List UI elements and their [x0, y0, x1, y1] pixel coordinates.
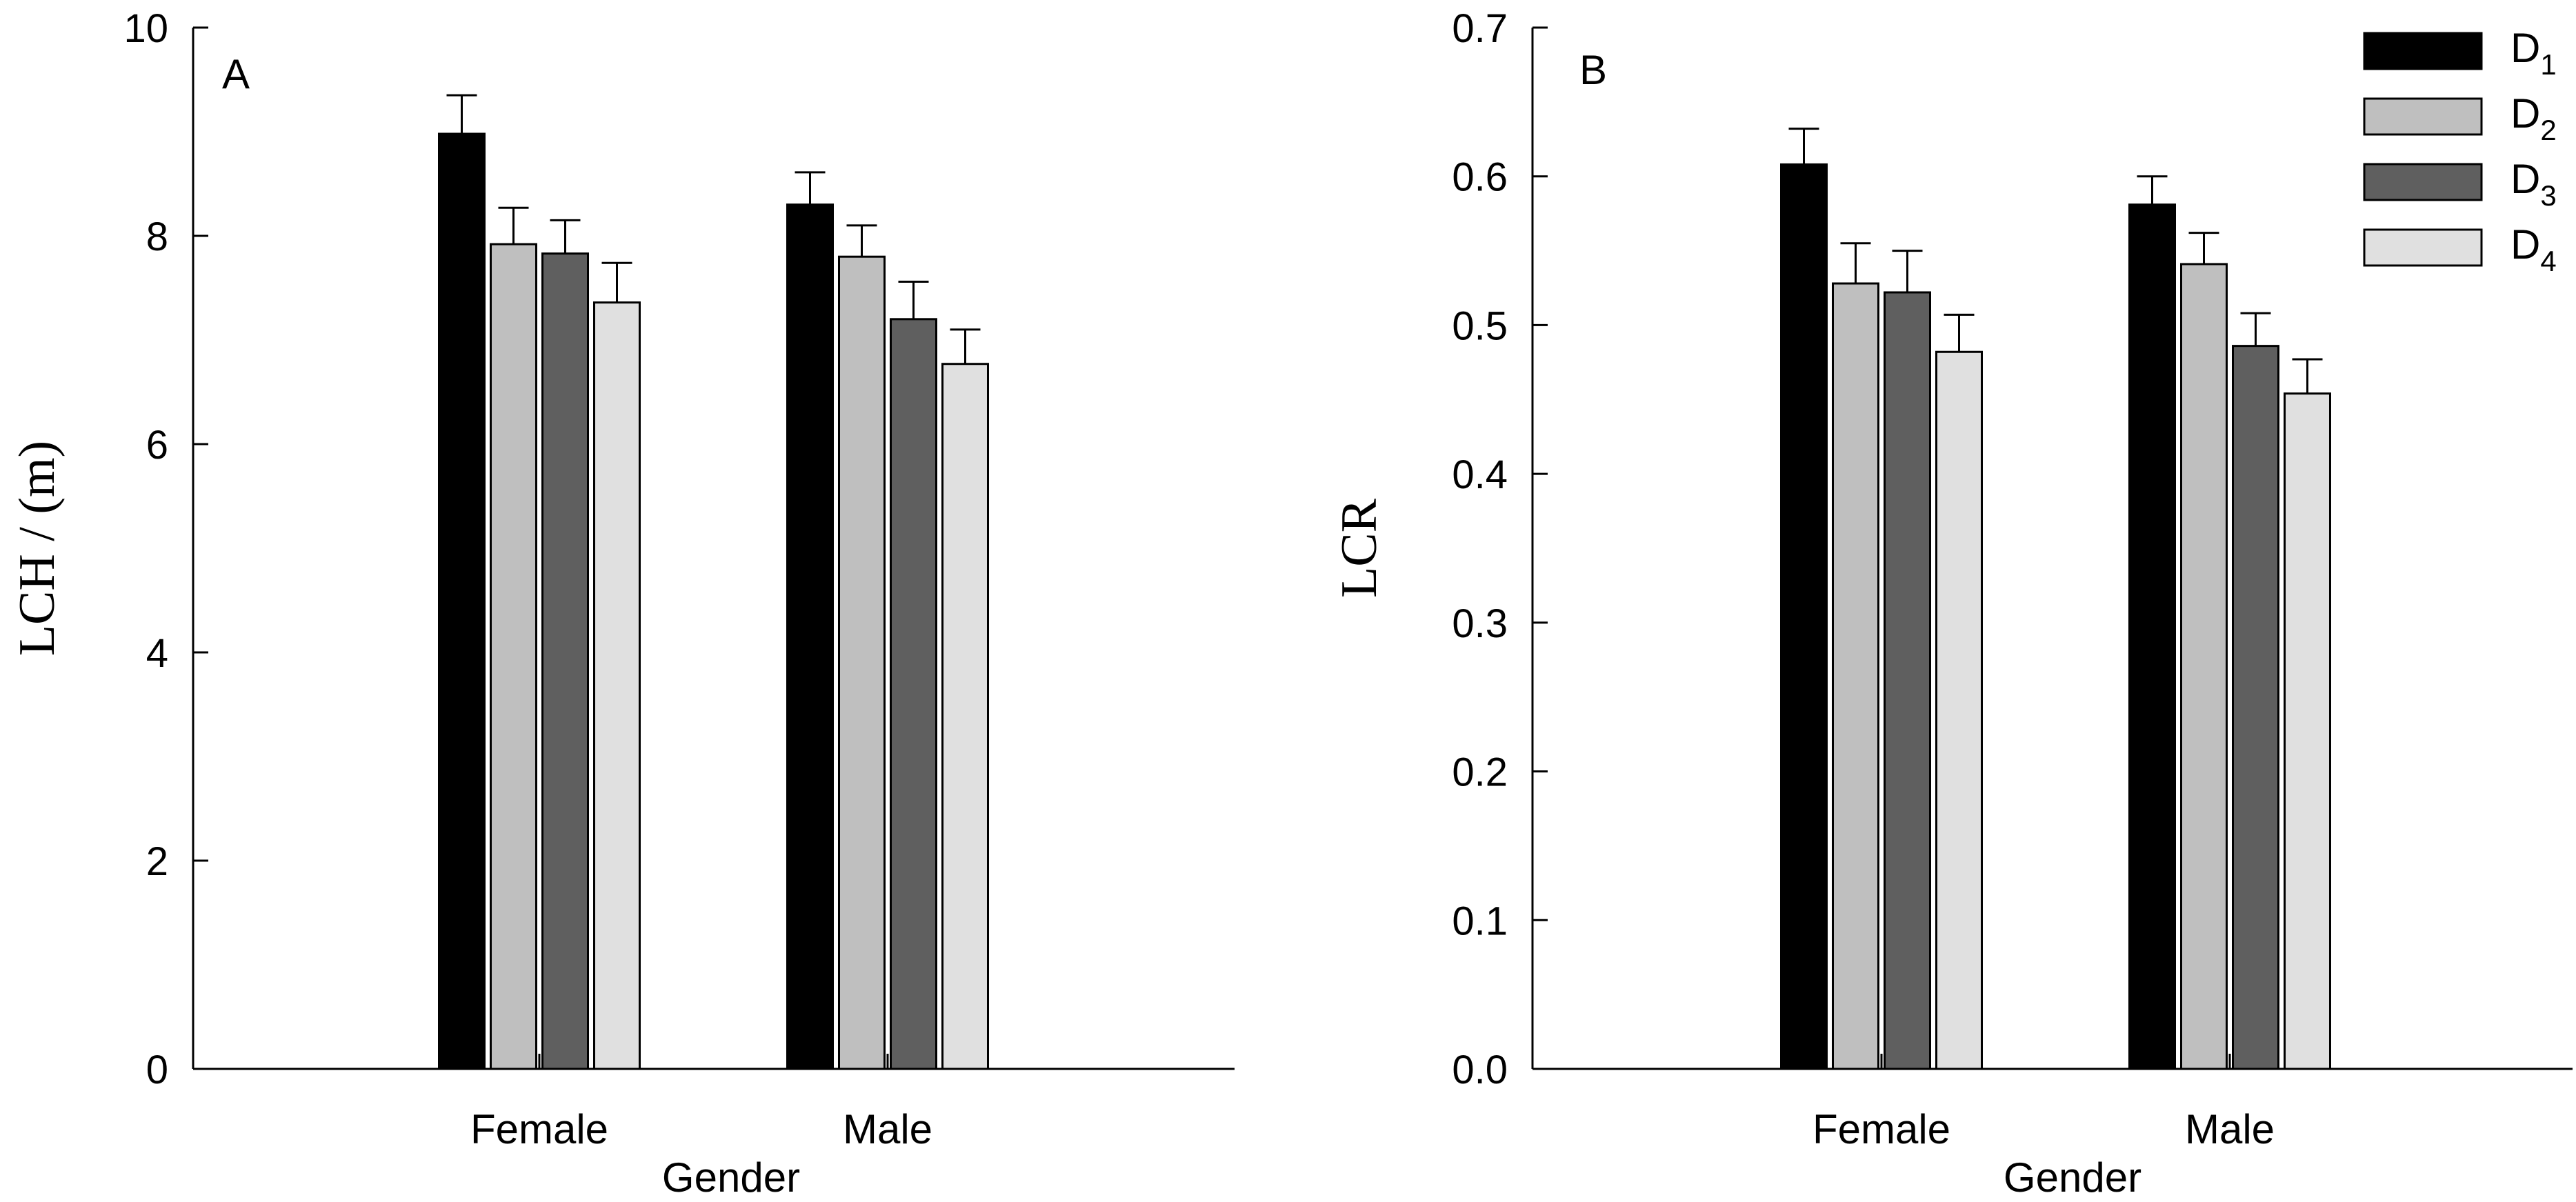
legend-label-d2: D2	[2510, 90, 2557, 146]
legend-swatch-d3	[2363, 163, 2483, 201]
ticks-layer-b: 0.0 0.1 0.2 0.3 0.4 0.5 0.6 0.7	[1452, 6, 2231, 1092]
ticks-layer-a: 0 2 4 6 8 10	[123, 6, 889, 1092]
category-label-a-1: Male	[843, 1106, 932, 1152]
bar-b-d2-male	[2180, 263, 2228, 1070]
bar-a-d4-male	[941, 363, 989, 1070]
bar-b-d1-female	[1780, 163, 1828, 1070]
y-tick-label-a-5: 10	[123, 6, 168, 51]
legend-swatch-d1	[2363, 32, 2483, 70]
y-tick-label-b-4: 0.4	[1452, 452, 1508, 497]
bars-layer-a	[438, 94, 989, 1070]
bar-a-d1-female	[438, 132, 486, 1070]
bar-a-d2-female	[490, 243, 537, 1070]
y-tick-label-b-0: 0.0	[1452, 1048, 1508, 1092]
bar-b-d3-male	[2232, 345, 2279, 1070]
legend-label-d4-base: D	[2510, 221, 2540, 268]
legend-label-d3-base: D	[2510, 156, 2540, 202]
legend-label-d1: D1	[2510, 25, 2557, 81]
bar-a-d3-male	[890, 318, 937, 1070]
y-tick-label-a-0: 0	[146, 1048, 168, 1092]
legend-label-d4-sub: 4	[2540, 245, 2556, 277]
chart-panel-b: 0.0 0.1 0.2 0.3 0.4 0.5 0.6 0.7 B LCR Female Ma…	[1331, 6, 2573, 1201]
y-tick-label-a-3: 6	[146, 423, 168, 468]
y-axis-title-a: LCH / (m)	[9, 441, 66, 656]
legend: D1 D2 D3 D4	[2363, 25, 2557, 277]
bar-a-d3-female	[541, 252, 589, 1070]
legend-label-d4: D4	[2510, 221, 2557, 277]
y-axis-title-b: LCR	[1331, 498, 1388, 598]
y-tick-label-b-7: 0.7	[1452, 6, 1508, 51]
panel-label-a: A	[222, 51, 250, 97]
legend-label-d3-sub: 3	[2540, 179, 2556, 212]
y-tick-label-a-4: 8	[146, 214, 168, 259]
legend-label-d2-base: D	[2510, 90, 2540, 137]
bar-b-d1-male	[2128, 203, 2176, 1070]
legend-swatch-d4	[2363, 228, 2483, 267]
bar-b-d4-male	[2284, 392, 2331, 1070]
bar-b-d4-female	[1935, 350, 1983, 1070]
y-tick-label-b-5: 0.5	[1452, 303, 1508, 348]
bar-a-d4-female	[593, 301, 641, 1070]
y-tick-label-b-2: 0.2	[1452, 750, 1508, 795]
x-axis-title-b: Gender	[2004, 1154, 2141, 1201]
legend-label-d3: D3	[2510, 156, 2557, 212]
panel-label-b: B	[1579, 47, 1607, 93]
y-tick-label-a-2: 4	[146, 631, 168, 676]
bars-layer-b	[1780, 128, 2331, 1070]
y-tick-label-b-3: 0.3	[1452, 601, 1508, 646]
y-tick-label-b-1: 0.1	[1452, 899, 1508, 943]
legend-label-d2-sub: 2	[2540, 114, 2556, 146]
bar-b-d3-female	[1884, 291, 1931, 1070]
legend-swatch-d2	[2363, 97, 2483, 136]
category-label-b-0: Female	[1813, 1106, 1950, 1152]
bar-a-d1-male	[786, 203, 834, 1070]
x-axis-title-a: Gender	[662, 1154, 800, 1201]
y-tick-label-b-6: 0.6	[1452, 155, 1508, 200]
legend-label-d1-base: D	[2510, 25, 2540, 71]
bar-b-d2-female	[1832, 282, 1879, 1070]
chart-panel-a: 0 2 4 6 8 10 A LCH / (m) Female Male Gender	[9, 6, 1235, 1201]
y-tick-label-a-1: 2	[146, 839, 168, 884]
bar-a-d2-male	[838, 255, 886, 1070]
legend-label-d1-sub: 1	[2540, 48, 2556, 81]
category-label-a-0: Female	[470, 1106, 608, 1152]
category-label-b-1: Male	[2185, 1106, 2275, 1152]
